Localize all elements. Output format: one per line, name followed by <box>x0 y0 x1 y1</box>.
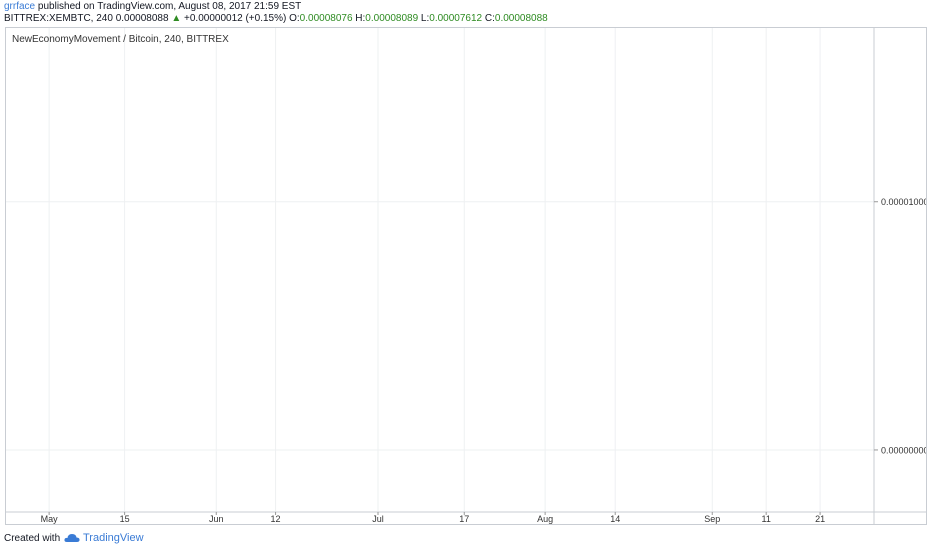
x-tick-label: 15 <box>120 514 130 524</box>
open-value: 0.00008076 <box>299 13 353 24</box>
chart-frame[interactable]: NewEconomyMovement / Bitcoin, 240, BITTR… <box>5 27 927 525</box>
y-tick-label: 0.00001000 <box>881 197 926 207</box>
x-tick-label: Sep <box>704 514 720 524</box>
grid <box>6 28 874 512</box>
high-value: 0.00008089 <box>365 13 419 24</box>
low-label: L: <box>420 13 430 24</box>
change-value: +0.00000012 (+0.15%) <box>184 13 287 24</box>
publication-header: grrface published on TradingView.com, Au… <box>0 0 932 26</box>
symbol-interval: BITTREX:XEMBTC, 240 <box>4 13 113 24</box>
tradingview-cloud-icon <box>64 534 80 542</box>
close-label: C: <box>484 13 495 24</box>
x-tick-label: Jul <box>372 514 384 524</box>
chart-title: NewEconomyMovement / Bitcoin, 240, BITTR… <box>12 34 229 45</box>
open-label: O: <box>289 13 300 24</box>
x-tick-label: 11 <box>762 514 771 524</box>
x-tick-label: Jun <box>209 514 224 524</box>
high-label: H: <box>355 13 366 24</box>
close-value: 0.00008088 <box>494 13 548 24</box>
x-tick-label: 14 <box>610 514 620 524</box>
x-tick-label: May <box>41 514 59 524</box>
last-price: 0.00008088 <box>115 13 169 24</box>
footer: Created with TradingView <box>0 528 932 550</box>
x-tick-label: Aug <box>537 514 553 524</box>
y-tick-label: 0.00000000 <box>881 445 926 455</box>
price-chart[interactable]: NewEconomyMovement / Bitcoin, 240, BITTR… <box>6 28 926 524</box>
x-tick-label: 17 <box>459 514 469 524</box>
x-tick-label: 21 <box>815 514 825 524</box>
change-arrow-icon: ▲ <box>171 13 182 24</box>
author-link[interactable]: grrface <box>4 1 36 12</box>
tradingview-brand[interactable]: TradingView <box>83 532 144 544</box>
created-with-text: Created with <box>4 533 61 544</box>
publication-line: grrface published on TradingView.com, Au… <box>4 1 301 12</box>
published-text: published on TradingView.com, August 08,… <box>37 1 302 12</box>
x-tick-label: 12 <box>271 514 281 524</box>
low-value: 0.00007612 <box>429 13 483 24</box>
ohlc-line: BITTREX:XEMBTC, 240 0.00008088 ▲ +0.0000… <box>4 13 548 24</box>
chart-background <box>6 28 926 524</box>
